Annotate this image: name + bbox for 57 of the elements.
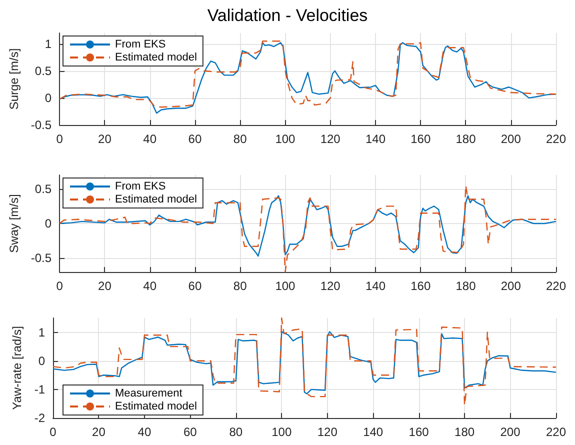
x-tick-label: 120: [317, 425, 338, 439]
y-tick-label: 1: [44, 36, 52, 51]
y-tick-label: 1: [38, 325, 46, 340]
x-tick-label: 80: [229, 425, 243, 439]
legend-label: From EKS: [115, 38, 166, 50]
x-tick-label: 200: [500, 132, 522, 146]
x-tick-label: 180: [456, 132, 476, 146]
x-tick-label: 140: [365, 279, 386, 293]
x-tick-label: 200: [500, 279, 522, 293]
x-tick-label: 220: [546, 425, 566, 439]
x-tick-label: 0: [56, 279, 64, 293]
x-tick-label: 40: [143, 279, 157, 293]
x-tick-label: 220: [546, 279, 566, 293]
x-tick-label: 60: [184, 425, 198, 439]
x-tick-label: 40: [138, 425, 152, 439]
y-tick-label: -1: [34, 382, 46, 396]
x-tick-label: 60: [188, 279, 202, 293]
legend-label: Estimated model: [115, 194, 197, 206]
x-tick-label: 160: [408, 425, 430, 439]
x-tick-label: 20: [98, 279, 112, 293]
y-axis-title: Surge [m/s]: [7, 48, 21, 110]
x-tick-label: 40: [143, 132, 157, 146]
chart-title: Validation - Velocities: [207, 6, 368, 25]
x-tick-label: 100: [275, 279, 296, 293]
x-tick-label: 160: [410, 132, 431, 146]
y-tick-label: -0.5: [30, 118, 52, 132]
x-tick-label: 200: [500, 425, 521, 439]
legend-label: Measurement: [115, 388, 182, 400]
line-series: [58, 195, 557, 257]
y-tick-label: 0: [44, 216, 52, 230]
x-tick-label: 80: [233, 279, 248, 293]
legend-label: From EKS: [115, 180, 166, 192]
x-tick-label: 20: [98, 132, 112, 146]
y-axis-title: Sway [m/s]: [7, 194, 21, 253]
x-tick-label: 140: [365, 132, 386, 146]
x-tick-label: 160: [410, 279, 431, 293]
x-tick-label: 120: [320, 132, 341, 146]
legend-label: Estimated model: [115, 400, 197, 412]
y-tick-label: -0.5: [30, 251, 52, 266]
x-tick-label: 120: [320, 279, 341, 293]
x-tick-label: 80: [233, 132, 248, 146]
y-tick-label: 0: [44, 90, 52, 105]
y-tick-label: 0: [38, 354, 46, 368]
legend-label: Estimated model: [115, 52, 197, 64]
y-axis-title: Yaw-rate [rad/s]: [10, 326, 24, 410]
y-tick-label: 0.5: [34, 64, 52, 78]
x-tick-label: 100: [275, 132, 296, 146]
x-tick-label: 140: [363, 425, 384, 439]
x-tick-label: 180: [456, 279, 476, 293]
x-tick-label: 20: [92, 425, 106, 439]
x-tick-label: 0: [56, 132, 64, 146]
x-tick-label: 220: [546, 132, 566, 146]
x-tick-label: 180: [454, 425, 475, 439]
x-tick-label: 100: [272, 425, 292, 439]
y-tick-label: 0.5: [34, 182, 52, 196]
y-tick-label: -2: [34, 411, 46, 425]
x-tick-label: 60: [188, 132, 202, 146]
